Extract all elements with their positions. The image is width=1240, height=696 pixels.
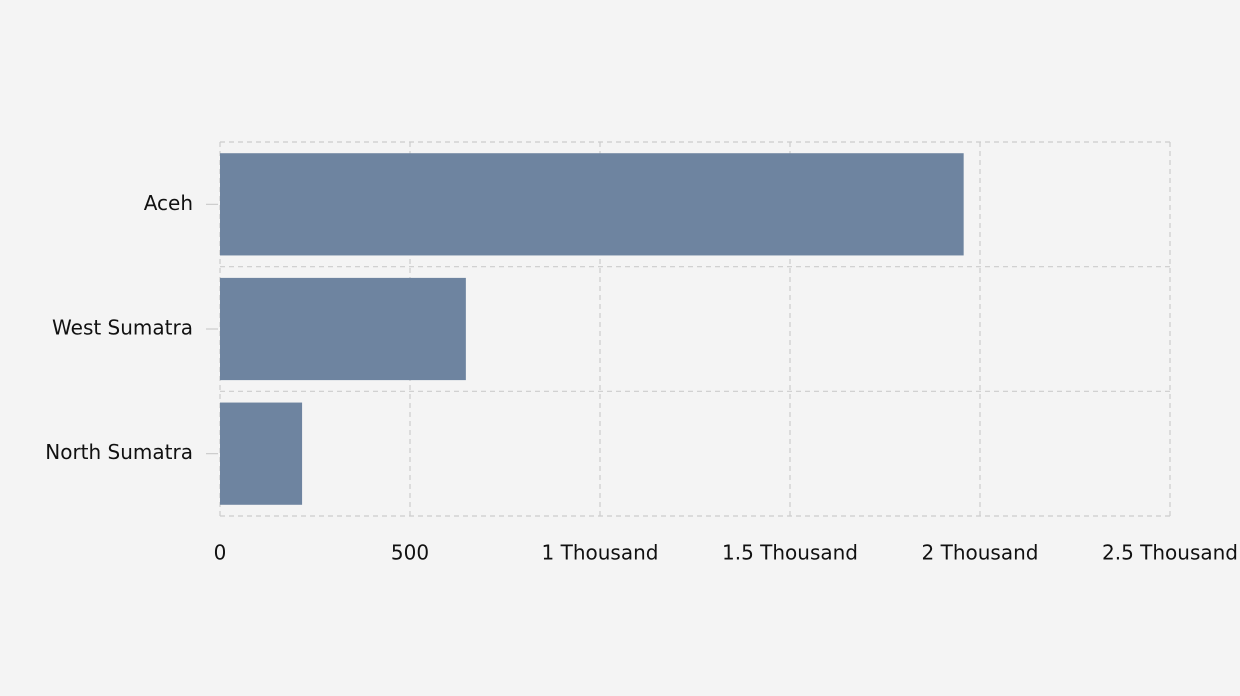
x-tick-label: 0 [214,541,227,565]
x-tick-label: 1.5 Thousand [722,541,858,565]
y-tick-label: North Sumatra [45,440,193,464]
x-tick-label: 2.5 Thousand [1102,541,1238,565]
axis-layer: Aceh West Sumatra North Sumatra 0 500 1 Thous… [45,191,1238,565]
x-tick-label: 500 [391,541,429,565]
x-tick-label: 1 Thousand [542,541,659,565]
y-tick-label: Aceh [144,191,193,215]
bar-layer [220,153,964,505]
x-tick-label: 2 Thousand [922,541,1039,565]
bar-west-sumatra [220,277,466,381]
bar-aceh [220,153,964,256]
y-tick-label: West Sumatra [52,316,193,340]
bar-north-sumatra [220,402,303,505]
